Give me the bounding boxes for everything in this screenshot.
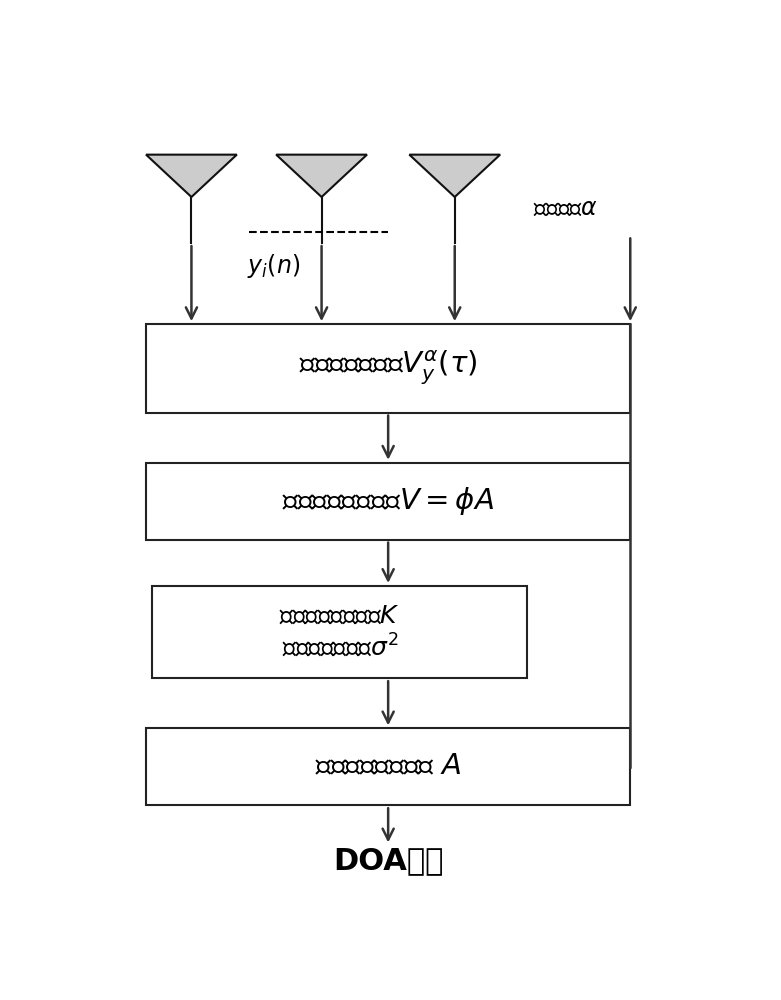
Text: 循环相关熵矩阵$V_y^{\alpha}(\tau)$: 循环相关熵矩阵$V_y^{\alpha}(\tau)$: [299, 349, 477, 387]
Text: 估计阵列流型矩阵 $A$: 估计阵列流型矩阵 $A$: [315, 753, 462, 781]
Polygon shape: [276, 155, 367, 197]
Bar: [146, 728, 630, 805]
Bar: [146, 324, 630, 413]
Bar: [152, 586, 527, 678]
Text: 阵列线性预测模型$V = \phi A$: 阵列线性预测模型$V = \phi A$: [282, 485, 494, 517]
Polygon shape: [146, 155, 237, 197]
Bar: [146, 463, 630, 540]
Text: $y_i(n)$: $y_i(n)$: [247, 252, 300, 280]
Text: DOA估计: DOA估计: [333, 846, 444, 875]
Text: 循环频率$\alpha$: 循环频率$\alpha$: [533, 196, 598, 220]
Polygon shape: [409, 155, 500, 197]
Text: 感兴趣信源个数：$K$
估计误差方差：$\sigma^2$: 感兴趣信源个数：$K$ 估计误差方差：$\sigma^2$: [280, 604, 400, 660]
